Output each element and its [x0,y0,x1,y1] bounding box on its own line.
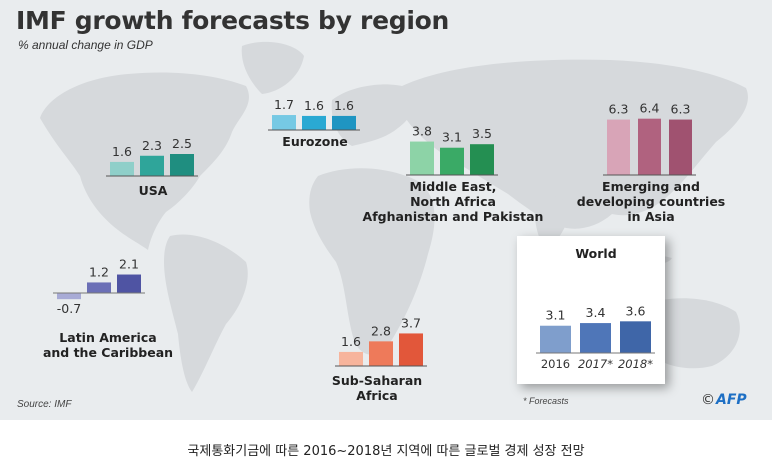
world-value-label-1: 3.1 [546,308,566,323]
latam-value-label-1: -0.7 [57,301,81,316]
latam-label-line-2: and the Caribbean [42,345,174,360]
eurozone-region-label: Eurozone [282,134,347,149]
copyright-symbol: © [701,392,715,408]
world-year-label-1: 2016 [541,357,570,371]
latam-label-line-1: Latin America [59,330,157,345]
world-value-label-2: 3.4 [586,305,606,320]
eurozone-value-label-2: 1.6 [304,98,324,113]
ssa-bar-3 [399,333,423,366]
latam-value-label-2: 1.2 [89,264,109,279]
infographic: IMF growth forecasts by region % annual … [0,0,772,420]
latam-bar-2 [87,282,111,293]
world-value-label-3: 3.6 [626,303,646,318]
bar-charts-layer: 1.6 2.3 2.5 1.7 1.6 1.6 3.8 3.1 3.5 6.3 6.4 6.3 -0.7… [53,97,696,371]
asia-bar-chart: 6.3 6.4 6.3 [603,101,696,176]
mena-bar-2 [440,147,464,175]
latam-bar-3 [117,274,141,293]
asia-value-label-1: 6.3 [609,102,629,117]
eurozone-bar-chart: 1.7 1.6 1.6 [268,97,360,131]
asia-region-label: Emerging and developing countries in Asi… [577,179,726,224]
latam-value-label-3: 2.1 [119,257,139,272]
usa-label-line: USA [138,183,168,198]
chart-title: IMF growth forecasts by region [16,6,449,35]
latam-region-label: Latin America and the Caribbean [43,330,173,360]
mena-region-label: Middle East, North Africa Afghanistan an… [363,179,544,224]
mena-bar-3 [470,144,494,175]
mena-label-line-2: North Africa [410,194,496,209]
mena-value-label-3: 3.5 [472,126,492,141]
ssa-value-label-1: 1.6 [341,334,361,349]
mena-value-label-2: 3.1 [442,130,462,145]
eurozone-bar-1 [272,115,296,130]
world-bar-1 [540,325,571,353]
asia-bar-1 [607,119,630,175]
eurozone-bar-3 [332,115,356,130]
world-year-label-2: 2017* [578,357,613,371]
ssa-bar-chart: 1.6 2.8 3.7 [335,315,427,367]
world-region-label: World [575,246,616,261]
world-bar-2 [580,323,611,353]
eurozone-value-label-3: 1.6 [334,98,354,113]
south-america-shape [164,234,248,392]
asia-value-label-3: 6.3 [671,102,691,117]
asia-label-line-2: developing countries [576,194,726,209]
ssa-value-label-3: 3.7 [401,315,421,330]
usa-bar-3 [170,154,194,176]
ssa-label-line-1: Sub-Saharan [331,373,423,388]
usa-region-label: USA [139,183,168,198]
usa-bar-chart: 1.6 2.3 2.5 [106,136,198,177]
forecasts-footnote: * Forecasts [523,396,569,406]
asia-shape [399,59,748,229]
mena-value-label-1: 3.8 [412,124,432,139]
usa-bar-2 [140,155,164,176]
latam-bar-1 [57,293,81,300]
asia-value-label-2: 6.4 [640,101,660,116]
afp-logo-text: AFP [716,392,747,408]
asia-bar-3 [669,119,692,175]
europe-shape [331,84,415,146]
asia-bar-2 [638,118,661,175]
chart-subtitle: % annual change in GDP [18,38,153,52]
eurozone-value-label-1: 1.7 [274,97,294,112]
mena-label-line-3: Afghanistan and Pakistan [362,209,544,224]
asia-label-line-1: Emerging and [602,179,700,194]
ssa-bar-1 [339,351,363,366]
eurozone-bar-2 [302,115,326,130]
source-note: Source: IMF [17,399,72,410]
eurozone-label-line: Eurozone [282,134,348,149]
asia-label-line-3: in Asia [627,209,675,224]
usa-value-label-3: 2.5 [172,136,192,151]
latam-bar-chart: -0.7 1.2 2.1 [53,257,145,316]
mena-label-line-1: Middle East, [409,179,497,194]
usa-value-label-1: 1.6 [112,144,132,159]
mena-bar-1 [410,141,434,175]
africa-shape [309,168,435,355]
world-label-line: World [575,246,617,261]
world-bar-chart: 3.1 2016 3.4 2017* 3.6 2018* [536,303,655,371]
korean-caption: 국제통화기금에 따른 2016~2018년 지역에 따른 글로벌 경제 성장 전… [187,444,585,459]
ssa-region-label: Sub-Saharan Africa [332,373,422,403]
afp-logo: ©AFP [701,392,747,408]
usa-bar-1 [110,161,134,176]
ssa-label-line-2: Africa [356,388,398,403]
ssa-bar-2 [369,341,393,366]
world-bar-3 [620,321,651,353]
ssa-value-label-2: 2.8 [371,323,391,338]
usa-value-label-2: 2.3 [142,138,162,153]
world-chart-card [517,236,665,384]
world-year-label-3: 2018* [618,357,653,371]
mena-bar-chart: 3.8 3.1 3.5 [406,124,498,176]
greenland-shape [241,41,304,94]
